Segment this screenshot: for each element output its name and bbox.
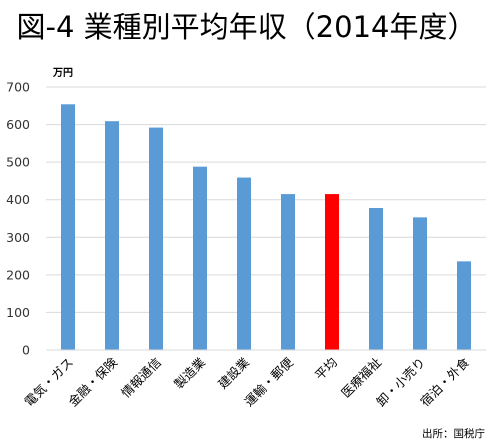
bar: [413, 217, 427, 350]
y-tick-label: 200: [6, 267, 30, 282]
y-tick-label: 300: [6, 230, 30, 245]
x-category-label: 情報通信: [118, 355, 164, 401]
y-axis-ticks: 0 100 200 300 400 500 600 700: [6, 80, 30, 358]
bar: [237, 177, 251, 350]
x-category-label: 運輸・郵便: [241, 354, 296, 409]
x-category-label: 宿泊・外食: [417, 354, 472, 409]
bar: [61, 104, 75, 350]
bar: [457, 261, 471, 350]
x-category-label: 製造業: [171, 354, 208, 391]
x-category-label: 建設業: [215, 354, 252, 391]
x-category-label: 平均: [312, 355, 340, 383]
y-tick-label: 500: [6, 155, 30, 170]
y-tick-label: 700: [6, 80, 30, 95]
bars: [61, 104, 471, 350]
bar: [369, 207, 383, 350]
bar: [193, 166, 207, 350]
y-axis-unit-label: 万円: [52, 67, 73, 79]
y-tick-label: 100: [6, 305, 30, 320]
bar: [149, 127, 163, 350]
chart-title: 図-4 業種別平均年収（2014年度）: [16, 10, 477, 44]
y-tick-label: 400: [6, 192, 30, 207]
bar: [281, 194, 295, 350]
y-tick-label: 0: [22, 343, 30, 358]
bar: [325, 194, 339, 350]
grid-lines: [46, 86, 486, 313]
x-category-label: 金融・保険: [65, 354, 120, 409]
y-tick-label: 600: [6, 117, 30, 132]
bar: [105, 121, 119, 350]
source-note: 出所：国税庁: [422, 428, 485, 440]
